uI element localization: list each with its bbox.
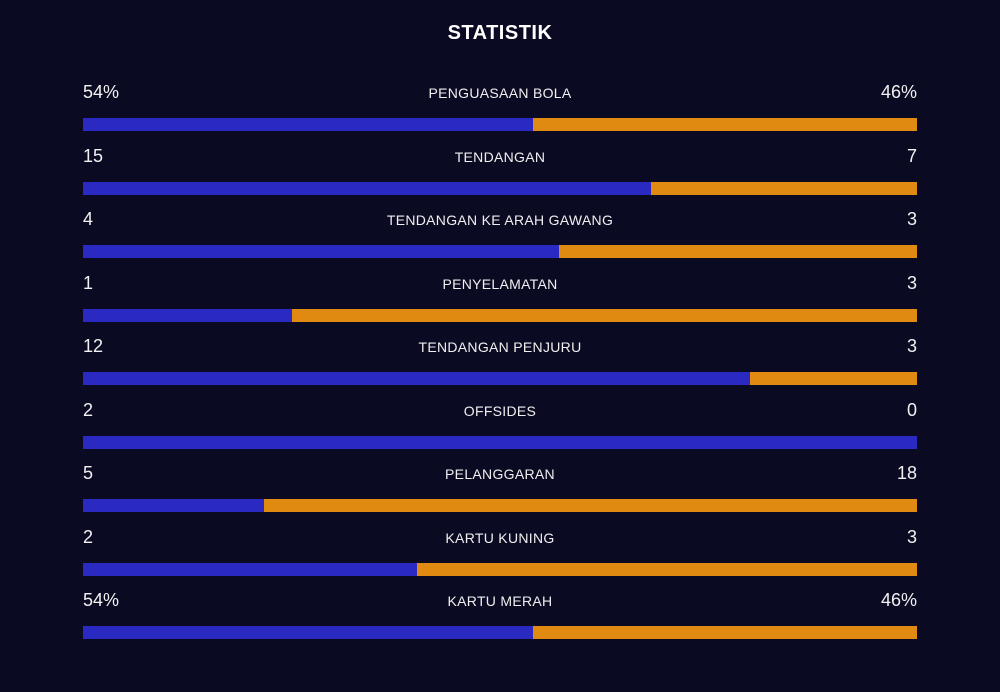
away-bar-fill xyxy=(533,626,917,639)
home-bar-fill xyxy=(83,181,651,195)
away-bar-fill xyxy=(533,118,917,131)
comparison-bar xyxy=(83,435,917,449)
home-value: 12 xyxy=(83,336,104,356)
stat-row-kartu-merah: 54% KARTU MERAH 46% xyxy=(83,588,917,652)
home-bar-fill xyxy=(83,499,264,512)
away-value: 3 xyxy=(906,209,917,229)
stat-row-tendangan: 15 TENDANGAN 7 xyxy=(83,144,917,208)
comparison-bar xyxy=(83,118,917,131)
home-value: 1 xyxy=(83,272,94,293)
stat-header: 54% KARTU MERAH 46% xyxy=(83,588,917,618)
stat-header: 54% PENGUASAAN BOLA 46% xyxy=(83,80,917,110)
away-bar-fill xyxy=(750,372,917,385)
away-bar-fill xyxy=(416,562,917,576)
home-value: 2 xyxy=(83,526,94,547)
stat-header: 2 KARTU KUNING 3 xyxy=(83,525,917,555)
stat-label: KARTU MERAH xyxy=(447,593,553,609)
stat-label: TENDANGAN xyxy=(454,148,546,165)
home-value: 5 xyxy=(83,463,94,483)
home-bar-fill xyxy=(83,562,417,576)
stats-list: 54% PENGUASAAN BOLA 46% 15 TENDANGAN 7 4… xyxy=(83,80,917,652)
away-bar-fill xyxy=(291,308,917,322)
comparison-bar xyxy=(83,245,917,258)
home-bar-fill xyxy=(83,118,534,131)
stat-label: KARTU KUNING xyxy=(445,529,555,546)
home-bar-fill xyxy=(83,245,560,258)
stat-header: 12 TENDANGAN PENJURU 3 xyxy=(83,334,917,364)
away-value: 46% xyxy=(880,590,917,610)
stat-row-penguasaan-bola: 54% PENGUASAAN BOLA 46% xyxy=(83,80,917,144)
home-value: 54% xyxy=(83,590,120,610)
stat-row-penyelamatan: 1 PENYELAMATAN 3 xyxy=(83,271,917,335)
home-bar-fill xyxy=(83,308,292,322)
home-bar-fill xyxy=(83,372,751,385)
comparison-bar xyxy=(83,562,917,576)
stat-header: 15 TENDANGAN 7 xyxy=(83,144,917,174)
home-value: 2 xyxy=(83,399,94,420)
away-value: 7 xyxy=(906,145,917,166)
page-title: STATISTIK xyxy=(447,22,553,44)
stat-row-kartu-kuning: 2 KARTU KUNING 3 xyxy=(83,525,917,589)
stat-row-offsides: 2 OFFSIDES 0 xyxy=(83,398,917,462)
away-value: 18 xyxy=(896,463,917,483)
home-bar-fill xyxy=(83,626,534,639)
comparison-bar xyxy=(83,626,917,639)
away-value: 3 xyxy=(906,526,917,547)
comparison-bar xyxy=(83,181,917,195)
away-value: 46% xyxy=(880,82,917,102)
away-bar-fill xyxy=(559,245,917,258)
stat-label: OFFSIDES xyxy=(463,402,537,419)
stat-header: 4 TENDANGAN KE ARAH GAWANG 3 xyxy=(83,207,917,237)
stat-row-tendangan-penjuru: 12 TENDANGAN PENJURU 3 xyxy=(83,334,917,398)
away-value: 3 xyxy=(906,272,917,293)
stat-label: TENDANGAN PENJURU xyxy=(418,339,582,355)
stat-row-tendangan-ke-arah-gawang: 4 TENDANGAN KE ARAH GAWANG 3 xyxy=(83,207,917,271)
comparison-bar xyxy=(83,372,917,385)
home-value: 4 xyxy=(83,209,94,229)
home-value: 54% xyxy=(83,82,120,102)
away-bar-fill xyxy=(263,499,917,512)
stat-label: PENYELAMATAN xyxy=(442,275,558,292)
stat-label: PENGUASAAN BOLA xyxy=(428,85,572,101)
comparison-bar xyxy=(83,308,917,322)
stat-row-pelanggaran: 5 PELANGGARAN 18 xyxy=(83,461,917,525)
stat-header: 2 OFFSIDES 0 xyxy=(83,398,917,428)
stat-header: 1 PENYELAMATAN 3 xyxy=(83,271,917,301)
stat-label: PELANGGARAN xyxy=(445,466,555,482)
comparison-bar xyxy=(83,499,917,512)
home-bar-fill xyxy=(83,435,917,449)
away-value: 0 xyxy=(906,399,917,420)
away-value: 3 xyxy=(906,336,917,356)
away-bar-fill xyxy=(650,181,917,195)
home-value: 15 xyxy=(83,145,104,166)
stat-label: TENDANGAN KE ARAH GAWANG xyxy=(386,212,614,228)
stat-header: 5 PELANGGARAN 18 xyxy=(83,461,917,491)
